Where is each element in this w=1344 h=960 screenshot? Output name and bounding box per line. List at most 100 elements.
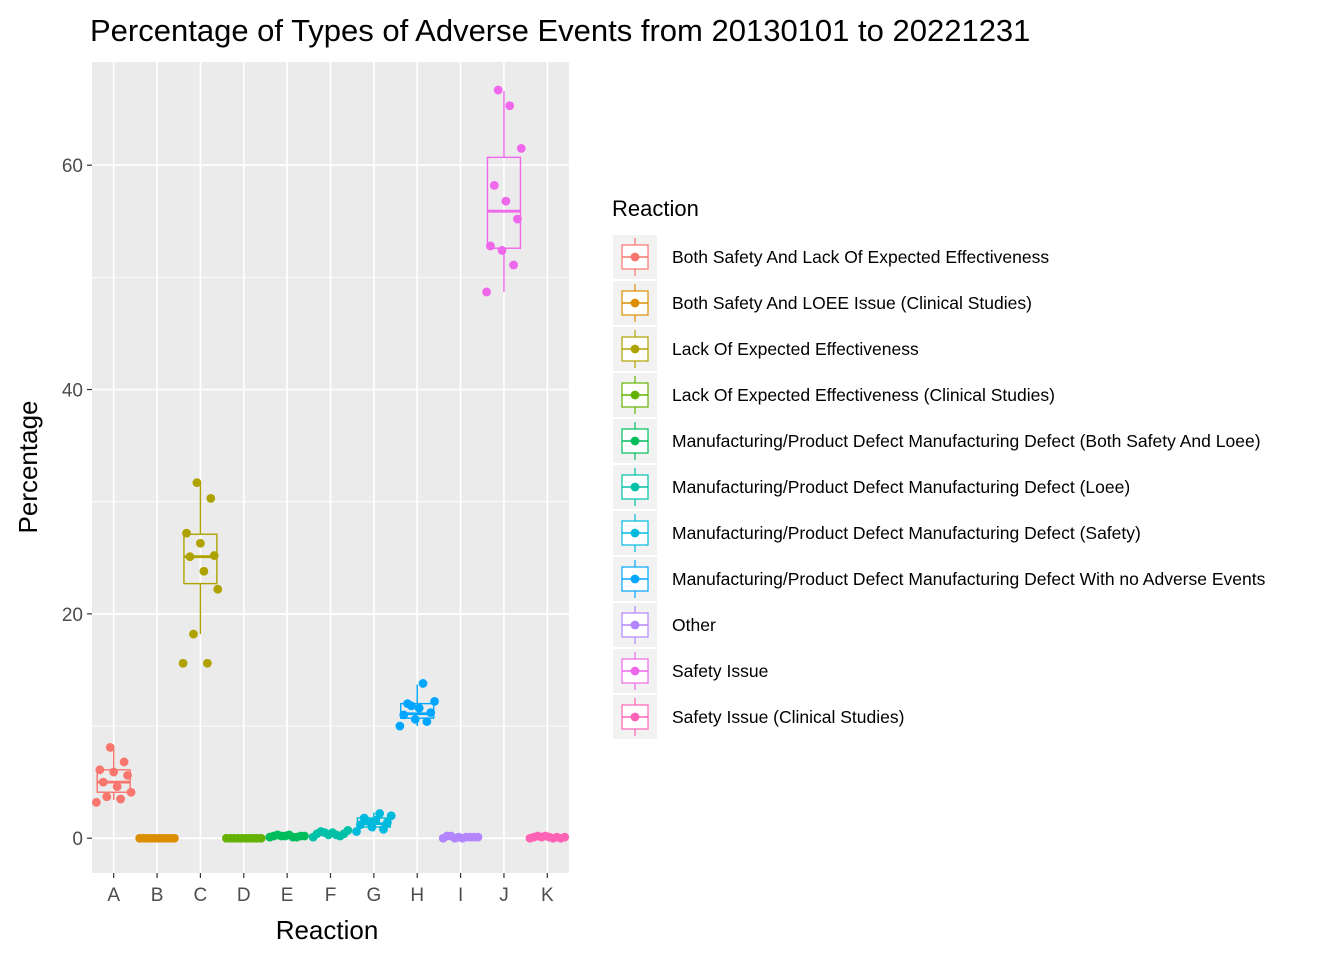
points [91,85,570,843]
data-point [123,771,132,780]
data-point [560,832,570,842]
data-point [414,703,424,713]
x-tick-label: I [458,885,463,906]
data-point [422,717,432,726]
legend-key-point [630,574,640,584]
legend-label: Manufacturing/Product Defect Manufacturi… [672,569,1266,589]
data-point [169,833,179,843]
legend-label: Lack Of Expected Effectiveness (Clinical… [672,385,1055,405]
data-point [355,820,365,830]
y-tick-label: 20 [62,605,83,626]
data-point [509,260,518,270]
data-point [489,180,499,190]
data-point [386,811,396,821]
legend-title: Reaction [612,196,699,221]
data-point [119,757,129,767]
data-point [371,815,381,825]
data-point [182,528,191,538]
data-point [185,552,195,562]
data-point [418,679,428,688]
legend-label: Manufacturing/Product Defect Manufacturi… [672,523,1141,543]
data-point [375,809,385,818]
data-point [450,833,460,843]
legend-label: Both Safety And LOEE Issue (Clinical Stu… [672,293,1032,313]
data-point [395,721,405,731]
x-tick-label: H [410,885,424,906]
data-point [112,782,122,792]
data-point [245,833,254,843]
chart-title: Percentage of Types of Adverse Events fr… [90,13,1030,48]
data-point [189,629,198,639]
data-point [410,714,420,724]
y-axis: 0 20 40 60 [62,156,92,850]
data-point [199,566,209,576]
x-tick-label: B [151,885,164,906]
data-point [343,825,353,835]
data-point [146,833,156,843]
data-point [256,833,266,843]
data-point [91,797,101,807]
data-point [430,696,439,706]
legend-key-point [630,666,640,676]
x-tick-label: G [366,885,381,906]
data-point [513,214,522,224]
data-point [426,708,436,717]
legend-key-point [630,528,640,538]
data-point [516,143,526,153]
x-tick-label: A [107,885,120,906]
data-point [482,287,492,297]
y-tick-label: 0 [72,829,83,850]
data-point [407,701,416,711]
data-point [486,241,495,251]
legend-key-point [630,298,640,308]
x-tick-label: K [541,885,554,906]
data-point [202,658,212,668]
data-point [331,830,341,840]
data-point [548,833,558,843]
legend-key-point [630,390,640,400]
legend-key-point [630,620,640,630]
x-axis-title: Reaction [276,915,379,945]
data-point [95,765,105,775]
data-point [497,246,507,255]
x-tick-label: D [237,885,251,906]
legend-items: Both Safety And Lack Of Expected Effecti… [613,235,1266,739]
data-point [116,794,126,804]
data-point [493,85,503,95]
data-point [300,831,309,841]
data-point [105,742,115,752]
data-point [158,833,168,843]
data-point [126,787,136,797]
y-tick-label: 60 [62,156,83,177]
legend-key-point [630,344,640,354]
data-point [196,538,205,548]
data-point [363,817,373,826]
legend-key-point [630,252,640,262]
data-point [382,818,392,827]
data-point [102,792,112,802]
grid-major [92,62,569,873]
legend-label: Other [672,615,716,635]
data-point [109,767,119,777]
data-point [501,196,511,206]
legend-label: Lack Of Expected Effectiveness [672,339,919,359]
y-axis-title: Percentage [13,401,43,534]
data-point [537,832,546,842]
legend-key-point [630,712,640,722]
x-tick-label: C [194,885,208,906]
x-tick-label: J [499,885,509,906]
data-point [206,493,216,503]
data-point [320,828,330,838]
legend-label: Both Safety And Lack Of Expected Effecti… [672,247,1049,267]
x-axis: A B C D E F G H I J K [107,873,554,906]
data-point [98,777,108,787]
data-point [461,832,471,842]
data-point [276,831,286,841]
data-point [209,551,219,560]
data-point [233,833,243,843]
x-tick-label: F [325,885,337,906]
data-point [192,478,202,488]
legend-label: Manufacturing/Product Defect Manufacturi… [672,431,1261,451]
x-tick-label: E [281,885,294,906]
